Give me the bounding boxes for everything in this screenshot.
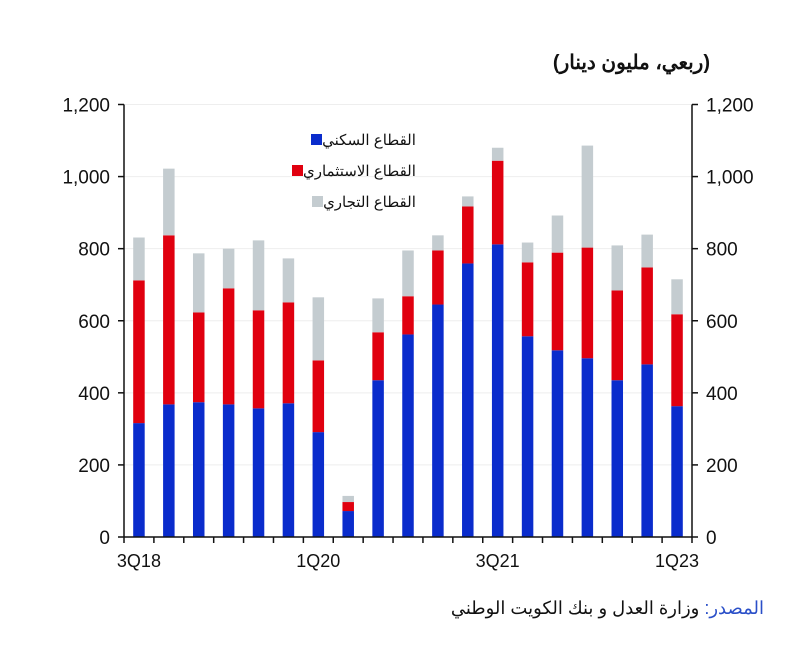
bar-2Q19-series-2: [222, 248, 235, 289]
legend-item-residential: القطاع السكني: [286, 124, 420, 155]
bar-4Q19-series-2: [282, 258, 295, 303]
bar-4Q21-series-0: [521, 336, 534, 537]
y-tick-label-left: 200: [78, 456, 110, 477]
bar-3Q18-series-1: [133, 280, 145, 424]
y-tick-label-right: 1,200: [706, 96, 754, 117]
bar-3Q22-series-1: [611, 290, 624, 381]
bar-1Q19-series-1: [192, 312, 205, 403]
y-tick-label-right: 800: [706, 240, 738, 261]
bar-2Q19-series-0: [222, 404, 235, 537]
bar-3Q18-series-2: [133, 237, 145, 281]
source-note: المصدر: وزارة العدل و بنك الكويت الوطني: [451, 598, 764, 619]
bar-4Q20-series-2: [402, 250, 414, 297]
source-label: المصدر:: [704, 598, 764, 618]
bar-1Q22-series-2: [551, 215, 564, 253]
bar-1Q20-series-1: [312, 360, 325, 433]
bar-4Q19-series-1: [282, 302, 295, 404]
y-tick-label-left: 800: [78, 240, 110, 261]
bar-1Q23-series-2: [671, 279, 683, 315]
y-tick-label-right: 400: [706, 384, 738, 405]
bar-2Q21-series-1: [462, 206, 474, 264]
bar-2Q22-series-0: [581, 358, 594, 537]
bar-1Q20-series-2: [312, 297, 325, 361]
bar-2Q20-series-0: [342, 511, 354, 537]
bar-1Q23-series-0: [671, 406, 683, 537]
bar-2Q21-series-2: [462, 196, 474, 207]
bar-3Q20-series-0: [372, 380, 384, 537]
bar-4Q18-series-0: [163, 404, 175, 537]
bar-2Q22-series-2: [581, 145, 594, 248]
legend: القطاع السكني القطاع الاستثماري القطاع ا…: [286, 124, 420, 217]
bar-1Q19-series-0: [192, 402, 205, 537]
bar-3Q20-series-1: [372, 332, 384, 381]
bar-4Q21-series-1: [521, 262, 534, 337]
bar-3Q21-series-0: [491, 244, 504, 537]
bar-3Q19-series-1: [252, 310, 265, 409]
bar-2Q20-series-2: [342, 495, 354, 503]
bar-4Q20-series-1: [402, 296, 414, 335]
bar-3Q19-series-2: [252, 240, 265, 311]
y-tick-label-left: 1,000: [62, 168, 110, 189]
y-tick-label-left: 1,200: [62, 96, 110, 117]
bar-3Q22-series-0: [611, 380, 624, 537]
y-tick-label-right: 200: [706, 456, 738, 477]
bar-2Q22-series-1: [581, 247, 594, 359]
y-tick-label-left: 400: [78, 384, 110, 405]
legend-label: القطاع الاستثماري: [303, 162, 416, 180]
bar-4Q19-series-0: [282, 403, 295, 537]
bar-4Q18-series-1: [163, 235, 175, 405]
bar-3Q20-series-2: [372, 298, 384, 333]
legend-label: القطاع السكني: [322, 131, 416, 149]
bar-4Q22-series-1: [641, 267, 653, 365]
y-tick-label-right: 600: [706, 312, 738, 333]
legend-swatch: [292, 165, 303, 176]
bar-1Q20-series-0: [312, 432, 325, 537]
x-tick-label: 1Q20: [296, 551, 340, 571]
y-tick-label-left: 600: [78, 312, 110, 333]
y-tick-label-right: 0: [706, 528, 717, 549]
bar-3Q19-series-0: [252, 408, 265, 537]
bar-3Q21-series-1: [491, 160, 504, 245]
bar-1Q22-series-1: [551, 252, 564, 351]
bar-1Q21-series-0: [432, 304, 444, 537]
bar-3Q21-series-2: [491, 147, 504, 161]
bar-4Q21-series-2: [521, 242, 534, 263]
chart-title: (ربعي، مليون دينار): [552, 52, 710, 74]
bar-4Q18-series-2: [163, 168, 175, 236]
bar-1Q21-series-2: [432, 235, 444, 251]
legend-item-commercial: القطاع التجاري: [286, 186, 420, 217]
source-text: وزارة العدل و بنك الكويت الوطني: [450, 598, 705, 618]
bar-4Q20-series-0: [402, 334, 414, 537]
x-tick-label: 3Q18: [117, 551, 161, 571]
legend-swatch: [312, 196, 324, 207]
legend-swatch: [311, 134, 323, 145]
legend-item-investment: القطاع الاستثماري: [286, 155, 420, 186]
bar-2Q20-series-1: [342, 502, 354, 512]
y-tick-label-left: 0: [99, 528, 110, 549]
bar-1Q21-series-1: [432, 250, 444, 305]
y-tick-label-right: 1,000: [706, 168, 754, 189]
bar-4Q22-series-2: [641, 234, 653, 268]
legend-label: القطاع التجاري: [323, 193, 416, 211]
bar-2Q19-series-1: [222, 288, 235, 405]
bar-3Q22-series-2: [611, 245, 624, 291]
bar-3Q18-series-0: [133, 423, 145, 537]
bar-1Q19-series-2: [192, 253, 205, 313]
x-tick-label: 1Q23: [655, 551, 699, 571]
bar-1Q22-series-0: [551, 350, 564, 537]
x-tick-label: 3Q21: [476, 551, 520, 571]
bar-2Q21-series-0: [462, 263, 474, 537]
bar-1Q23-series-1: [671, 314, 683, 407]
bar-4Q22-series-0: [641, 364, 653, 537]
